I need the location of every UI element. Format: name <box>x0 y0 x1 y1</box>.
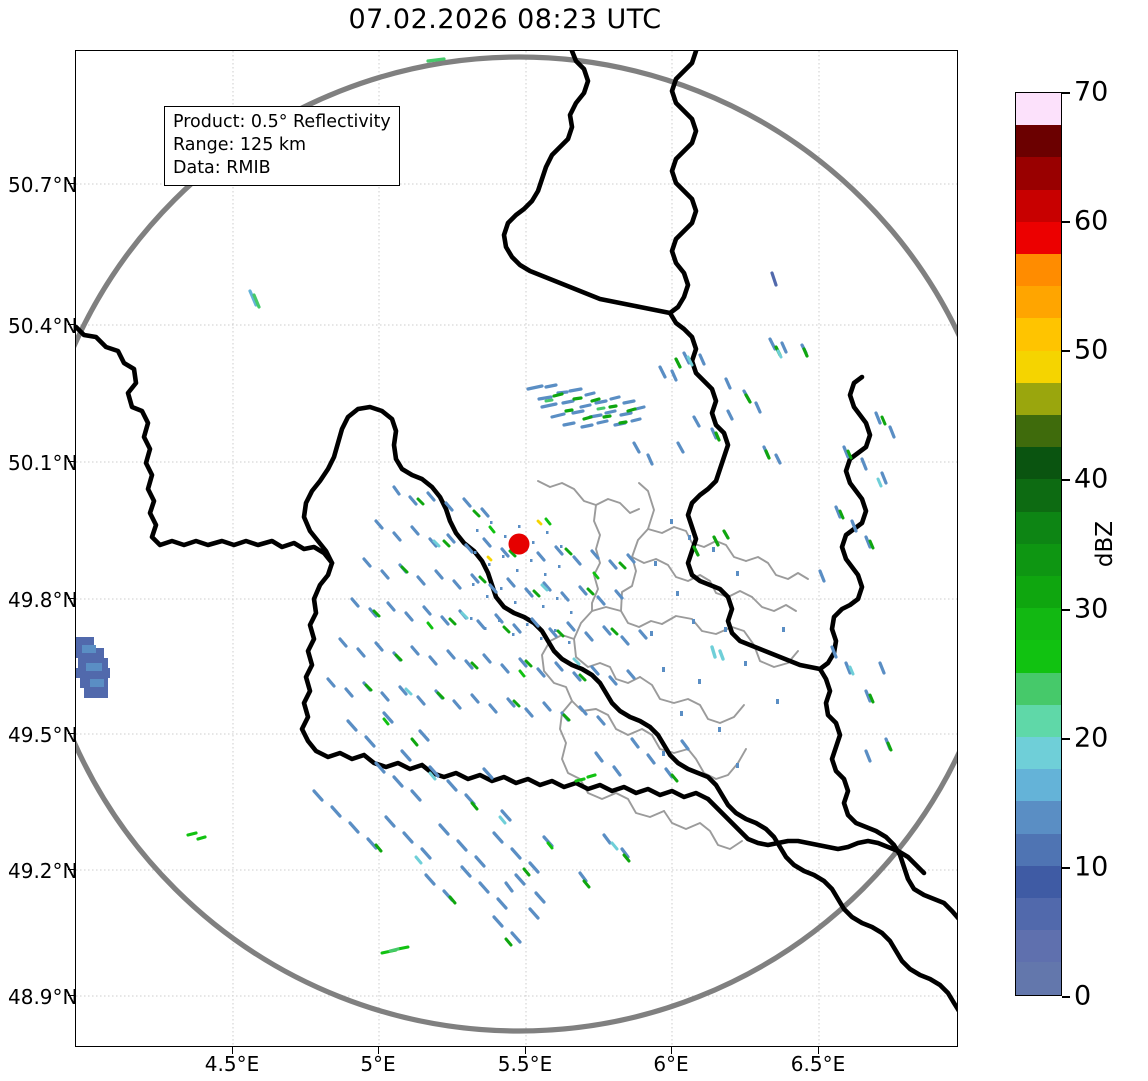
colorbar-segment <box>1016 930 1061 963</box>
colorbar-segment <box>1016 704 1061 738</box>
y-tick-0 <box>68 183 75 185</box>
northern-borders <box>501 51 699 316</box>
range-ring-125km <box>76 54 957 1034</box>
colorbar-segment <box>1016 865 1061 899</box>
y-tick-1 <box>68 324 75 326</box>
cb-tick-0 <box>1062 996 1070 998</box>
y-tick-label-4: 49.5°N <box>8 723 78 747</box>
y-tick-2 <box>68 461 75 463</box>
southeast-borders <box>705 666 957 921</box>
colorbar-segment <box>1016 898 1061 931</box>
cb-label-60: 60 <box>1074 205 1109 237</box>
y-tick-label-5: 49.2°N <box>8 859 78 883</box>
x-tick-1 <box>378 1047 380 1054</box>
colorbar-segment <box>1016 286 1061 319</box>
colorbar-segment <box>1016 447 1061 480</box>
colorbar-title: dBZ <box>1092 520 1118 568</box>
y-tick-label-1: 50.4°N <box>8 314 78 338</box>
colorbar-segment <box>1016 157 1061 190</box>
cb-tick-20 <box>1062 738 1070 740</box>
colorbar-segment <box>1016 511 1061 544</box>
eastern-borders <box>667 310 873 672</box>
x-tick-label-1: 5°E <box>360 1052 396 1076</box>
colorbar-segment <box>1016 737 1061 770</box>
colorbar-segment <box>1016 608 1061 641</box>
cb-label-40: 40 <box>1074 463 1109 495</box>
cb-tick-60 <box>1062 221 1070 223</box>
country-borders <box>76 324 957 1013</box>
x-tick-label-2: 5.5°E <box>497 1052 553 1076</box>
cb-tick-50 <box>1062 350 1070 352</box>
colorbar-segment <box>1016 350 1061 383</box>
info-product: Product: 0.5° Reflectivity <box>173 112 391 132</box>
y-tick-4 <box>68 733 75 735</box>
colorbar-segment <box>1016 833 1061 866</box>
cb-label-10: 10 <box>1074 851 1109 883</box>
cb-tick-70 <box>1062 92 1070 94</box>
y-tick-label-0: 50.7°N <box>8 173 78 197</box>
colorbar-segment <box>1016 382 1061 416</box>
x-tick-3 <box>671 1047 673 1054</box>
cb-tick-30 <box>1062 609 1070 611</box>
colorbar-segment <box>1016 640 1061 673</box>
y-tick-label-3: 49.8°N <box>8 588 78 612</box>
colorbar-segment <box>1016 93 1061 126</box>
colorbar-segment <box>1016 801 1061 834</box>
colorbar-segment <box>1016 415 1061 448</box>
cb-tick-10 <box>1062 867 1070 869</box>
colorbar-segment <box>1016 125 1061 158</box>
cb-label-70: 70 <box>1074 76 1109 108</box>
cb-label-50: 50 <box>1074 334 1109 366</box>
y-tick-3 <box>68 598 75 600</box>
radar-site-marker[interactable] <box>508 533 530 555</box>
radar-map-svg <box>76 51 957 1046</box>
reflectivity-echoes <box>76 57 896 955</box>
colorbar-segment <box>1016 254 1061 287</box>
x-tick-4 <box>818 1047 820 1054</box>
cb-label-30: 30 <box>1074 593 1109 625</box>
cb-tick-40 <box>1062 479 1070 481</box>
y-tick-5 <box>68 869 75 871</box>
info-data: Data: RMIB <box>173 158 271 179</box>
cb-label-0: 0 <box>1074 980 1092 1012</box>
colorbar-segment <box>1016 318 1061 351</box>
page-title: 07.02.2026 08:23 UTC <box>348 4 662 35</box>
colorbar-segment <box>1016 576 1061 609</box>
x-tick-label-3: 6°E <box>653 1052 689 1076</box>
colorbar-segment <box>1016 479 1061 512</box>
colorbar-segment <box>1016 189 1061 222</box>
y-tick-label-6: 48.9°N <box>8 985 78 1009</box>
colorbar-segment <box>1016 962 1061 995</box>
info-range: Range: 125 km <box>173 135 307 156</box>
y-tick-6 <box>68 995 75 997</box>
x-tick-label-4: 6.5°E <box>790 1052 846 1076</box>
echo-speckle <box>470 521 573 644</box>
radar-map-plot[interactable]: Product: 0.5° Reflectivity Range: 125 km… <box>75 50 958 1047</box>
cb-label-20: 20 <box>1074 722 1109 754</box>
colorbar-segment <box>1016 672 1061 705</box>
colorbar-segment <box>1016 543 1061 577</box>
colorbar-segment <box>1016 221 1061 255</box>
y-tick-label-2: 50.1°N <box>8 451 78 475</box>
info-box: Product: 0.5° Reflectivity Range: 125 km… <box>164 106 400 187</box>
colorbar[interactable] <box>1015 92 1062 996</box>
x-tick-label-0: 4.5°E <box>204 1052 260 1076</box>
x-tick-0 <box>232 1047 234 1054</box>
colorbar-segment <box>1016 769 1061 802</box>
x-tick-2 <box>525 1047 527 1054</box>
gridlines <box>76 51 957 1046</box>
